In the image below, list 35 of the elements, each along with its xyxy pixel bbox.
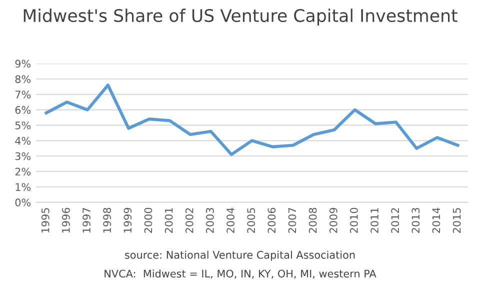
- x-tick-label: 1999: [124, 208, 132, 233]
- x-tick-label: 2004: [226, 208, 234, 233]
- y-tick-label: 5%: [15, 121, 31, 130]
- x-tick-label: 2002: [185, 208, 194, 233]
- source-note: source: National Venture Capital Association: [125, 250, 355, 261]
- y-tick-label: 1%: [16, 183, 31, 191]
- x-tick-label: 1997: [82, 208, 90, 233]
- x-tick-label: 2005: [247, 208, 256, 233]
- line-series: [44, 84, 460, 156]
- text: NVCA: Midwest = IL, MO, IN, KY, OH, MI, western PA: [104, 270, 376, 279]
- y-tick-label: 4%: [15, 136, 31, 145]
- y-tick-label: 7%: [15, 90, 31, 99]
- y-tick-label: 9%: [15, 60, 31, 68]
- chart-title: Midwest's Share of US Venture Capital Investment: [24, 8, 458, 26]
- x-tick-label: 1998: [103, 208, 112, 233]
- x-tick-label: 2015: [452, 208, 461, 233]
- y-tick-label: 3%: [15, 152, 31, 160]
- x-tick-label: 2003: [206, 208, 214, 233]
- y-tick-label: 0%: [15, 198, 31, 206]
- x-tick-label: 2001: [164, 208, 173, 233]
- x-tick-label: 2000: [144, 208, 152, 233]
- y-tick-label: 6%: [15, 106, 31, 114]
- x-tick-label: 2013: [412, 208, 420, 233]
- x-tick-label: 2009: [329, 208, 338, 233]
- y-tick-label: 8%: [15, 75, 31, 84]
- x-tick-label: 2012: [391, 208, 400, 233]
- x-tick-label: 2011: [370, 208, 378, 233]
- x-tick-label: 2006: [268, 208, 276, 233]
- x-tick-label: 2014: [432, 208, 440, 233]
- x-tick-label: 2010: [350, 208, 358, 233]
- x-tick-label: 2008: [308, 208, 317, 233]
- y-tick-label: 2%: [15, 168, 31, 176]
- x-tick-label: 2007: [288, 208, 296, 233]
- x-tick-label: 1995: [41, 208, 50, 233]
- x-tick-label: 1996: [62, 208, 70, 233]
